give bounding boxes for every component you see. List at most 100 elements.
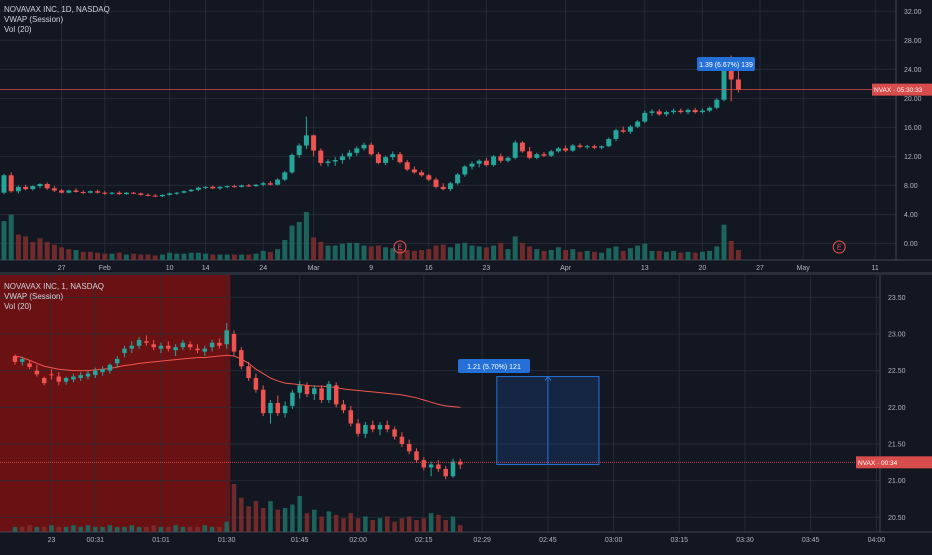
daily-candle [383,157,389,163]
intraday-vwap-indicator[interactable]: VWAP (Session) [4,292,64,301]
daily-candle [123,192,129,195]
intraday-chart-pane[interactable]: 1.21 (5.70%) 121 20.50 21.00 21.50 22.00 22.5… [0,275,932,550]
daily-volume-bar [66,249,72,260]
daily-candle [692,109,698,113]
daily-candle [289,154,295,173]
daily-volume-bar [692,252,698,260]
daily-candle [231,186,237,188]
daily-candle [159,194,165,197]
daily-candle [361,144,367,149]
intraday-volume-indicator[interactable]: Vol (20) [4,302,32,311]
daily-candle [447,183,453,190]
daily-earnings-marker [393,240,407,254]
intraday-candle [436,464,441,469]
intraday-y-tick-label: 22.00 [888,405,906,412]
daily-candle [203,186,209,188]
daily-x-tick-label: 16 [425,265,433,272]
intraday-candle [239,350,244,367]
intraday-volume-bar [319,516,324,532]
daily-volume-bar [606,248,612,260]
intraday-chart-svg[interactable]: 1.21 (5.70%) 121 20.50 21.00 21.50 22.00 22.5… [0,275,932,550]
daily-volume-bar [714,246,720,260]
daily-candle [584,146,590,148]
daily-y-tick-label: 20.00 [904,96,922,103]
daily-volume-bar [44,241,50,260]
daily-volume-bar [95,252,101,260]
intraday-volume-bar [231,484,237,532]
intraday-volume-bar [114,526,120,532]
daily-volume-bar [728,240,734,260]
intraday-measure-tooltip [458,359,530,373]
intraday-candle [136,339,142,346]
daily-x-tick-label: 20 [699,265,707,272]
intraday-y-tick-label: 21.50 [888,442,906,449]
daily-candle [80,191,86,193]
daily-candle [116,192,122,195]
daily-candle [37,183,43,187]
daily-volume-bar [519,242,525,260]
daily-volume-bar [476,246,482,260]
intraday-volume-bar [129,525,135,532]
daily-volume-indicator[interactable]: Vol (20) [4,25,32,34]
daily-candle [498,156,504,161]
daily-chart-svg[interactable]: 1.39 (6.67%) 139 E E 0.00 4.00 8.00 12.00 16.00… [0,0,932,272]
intraday-x-tick-label: 02:45 [539,537,557,544]
intraday-volume-bar [12,526,18,532]
daily-volume-bar [303,212,309,260]
daily-candle [440,186,446,190]
intraday-candle [304,385,310,395]
daily-volume-bar [548,250,554,260]
daily-volume-bar [404,250,410,260]
daily-candle [181,191,187,193]
daily-volume-bar [483,247,489,260]
intraday-volume-bar [78,526,83,532]
intraday-candle [151,344,156,348]
daily-volume-bar [138,254,144,260]
daily-candle [433,179,439,187]
daily-volume-bar [15,234,21,260]
daily-x-tick-label: 23 [483,265,491,272]
daily-volume-bar [721,224,727,260]
intraday-candle [392,429,397,437]
intraday-volume-bar [166,526,171,532]
intraday-candle [56,376,62,382]
intraday-volume-bar [341,518,346,532]
intraday-candle [187,344,193,348]
intraday-candle [268,402,273,414]
daily-candle [303,135,309,146]
daily-volume-bar [411,250,417,260]
intraday-candle [246,366,251,378]
intraday-volume-bar [224,521,229,532]
daily-candle [476,160,482,164]
daily-volume-bar [51,244,57,260]
intraday-candle [290,392,295,406]
intraday-volume-bar [421,518,427,532]
daily-candle [577,145,583,147]
daily-chart-pane[interactable]: 1.39 (6.67%) 139 E E 0.00 4.00 8.00 12.00 16.00… [0,0,932,272]
daily-y-tick-label: 4.00 [904,212,918,219]
intraday-candle [399,436,405,444]
daily-candle [455,174,461,184]
daily-vwap-indicator[interactable]: VWAP (Session) [4,15,64,24]
daily-candle [66,190,72,193]
daily-candle [635,121,641,127]
daily-x-tick-label: Mar [308,265,321,272]
daily-candle [239,185,245,187]
intraday-candle [195,348,200,351]
daily-candle [318,150,324,163]
intraday-candle [217,342,222,346]
intraday-volume-bar [41,526,47,532]
daily-x-tick-label: May [797,265,811,272]
daily-volume-bar [289,225,295,260]
intraday-candle [253,378,259,390]
intraday-volume-bar [297,496,302,532]
daily-candle [627,126,633,132]
intraday-volume-bar [304,513,310,532]
daily-volume-bar [30,241,36,260]
intraday-candle [297,385,302,393]
pane-divider[interactable] [0,272,932,275]
daily-candle [51,188,57,191]
daily-volume-bar [361,245,367,260]
intraday-volume-bar [363,516,368,532]
daily-volume-bar [239,254,245,260]
